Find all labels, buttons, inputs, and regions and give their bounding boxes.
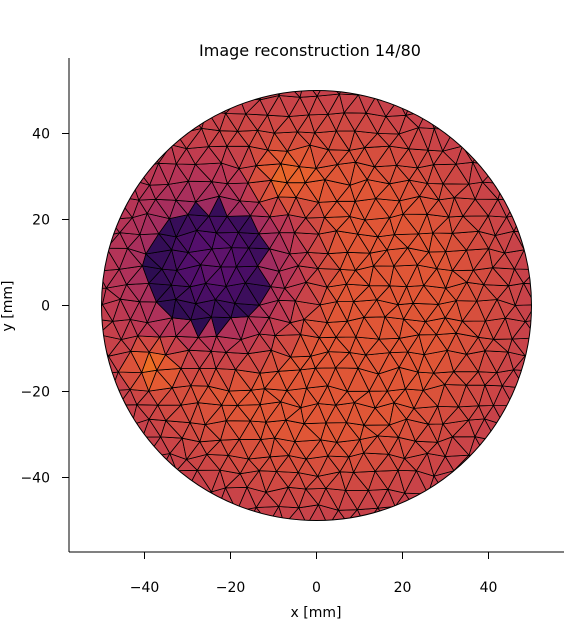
- mesh-triangle: [131, 146, 152, 169]
- mesh-triangle: [200, 97, 220, 112]
- mesh-triangle: [501, 181, 529, 201]
- mesh-triangle: [320, 526, 336, 542]
- mesh-triangle: [109, 179, 133, 198]
- mesh-triangle: [284, 525, 307, 543]
- mesh-triangle: [278, 90, 302, 98]
- mesh-triangle: [171, 111, 191, 136]
- mesh-triangle: [299, 90, 318, 98]
- mesh-triangle: [461, 133, 484, 149]
- mesh-triangle: [443, 113, 468, 130]
- mesh-triangle: [189, 96, 208, 116]
- mesh-triangle: [535, 305, 551, 319]
- mesh-triangle: [101, 373, 113, 392]
- x-tick-label: −40: [130, 580, 160, 596]
- x-tick-label: 40: [480, 580, 498, 596]
- mesh-triangle: [121, 436, 144, 458]
- y-tick-label: −40: [20, 471, 50, 487]
- mesh-triangle: [239, 90, 261, 101]
- mesh-triangle: [105, 423, 133, 440]
- mesh-triangle: [307, 525, 328, 540]
- mesh-triangle: [524, 352, 532, 373]
- mesh-triangle: [83, 270, 98, 289]
- mesh-triangle: [157, 470, 178, 493]
- mesh-triangle: [512, 387, 532, 407]
- mesh-triangle: [394, 506, 417, 521]
- mesh-triangle: [524, 303, 532, 323]
- y-tick-label: 20: [32, 213, 50, 229]
- mesh-triangle: [522, 282, 532, 306]
- mesh-triangle: [397, 90, 415, 101]
- chart-title: Image reconstruction 14/80: [199, 41, 421, 60]
- mesh-triangle: [229, 510, 250, 521]
- mesh-triangle: [405, 94, 428, 116]
- mesh-triangle: [484, 440, 507, 457]
- mesh-triangle: [283, 90, 306, 99]
- mesh-triangle: [145, 452, 171, 476]
- mesh-triangle: [296, 525, 320, 543]
- mesh-triangle: [516, 199, 532, 215]
- triangle-mesh: [83, 90, 556, 545]
- mesh-triangle: [101, 351, 110, 376]
- mesh-triangle: [154, 130, 178, 146]
- mesh-triangle: [328, 522, 347, 543]
- mesh-triangle: [83, 251, 98, 271]
- mesh-triangle: [316, 90, 341, 97]
- mesh-triangle: [513, 213, 532, 234]
- y-axis-ticks: −40 −20 0 20 40: [20, 127, 69, 487]
- mesh-triangle: [83, 319, 98, 335]
- mesh-triangle: [185, 490, 213, 505]
- y-tick-label: 0: [41, 299, 50, 315]
- mesh-triangle: [357, 90, 377, 98]
- mesh-triangle: [535, 285, 551, 305]
- y-tick-label: −20: [20, 385, 50, 401]
- mesh-triangle: [101, 215, 110, 238]
- mesh-triangle: [150, 130, 173, 148]
- mesh-triangle: [523, 370, 532, 389]
- mesh-triangle: [414, 493, 435, 510]
- mesh-triangle: [101, 301, 104, 320]
- x-tick-label: −20: [216, 580, 246, 596]
- mesh-triangle: [523, 232, 532, 251]
- mesh-triangle: [101, 235, 108, 252]
- x-tick-label: 0: [312, 580, 321, 596]
- mesh-triangle: [537, 267, 556, 284]
- mesh-triangle: [83, 334, 98, 352]
- x-tick-label: 20: [394, 580, 412, 596]
- mesh-triangle: [368, 90, 385, 98]
- mesh-triangle: [496, 165, 517, 185]
- y-axis-label: y [mm]: [0, 281, 16, 332]
- mesh-triangle: [347, 522, 365, 545]
- y-tick-label: 40: [32, 127, 50, 143]
- mesh-triangle: [101, 247, 108, 273]
- x-axis-ticks: −40 −20 0 20 40: [130, 552, 498, 596]
- mesh-triangle: [537, 319, 556, 338]
- mesh-triangle: [427, 490, 445, 510]
- mesh-triangle: [269, 524, 285, 543]
- mesh-triangle: [503, 404, 525, 426]
- mesh-triangle: [497, 182, 519, 201]
- mesh-triangle: [101, 196, 117, 221]
- mesh-triangle: [101, 389, 120, 406]
- x-axis-label: x [mm]: [291, 605, 342, 621]
- mesh-triangle: [101, 287, 104, 306]
- mesh-triangle: [426, 94, 445, 117]
- mesh-triangle: [347, 90, 370, 96]
- mesh-triangle: [115, 167, 137, 181]
- domain-boundary: [101, 90, 532, 521]
- mesh-triangle: [468, 454, 486, 477]
- mesh-triangle: [248, 523, 268, 543]
- mesh-triangle: [453, 470, 479, 493]
- mesh-triangle: [218, 504, 238, 521]
- mesh-triangle: [375, 90, 399, 101]
- mesh-triangle: [388, 505, 404, 521]
- mesh-triangle: [217, 90, 241, 101]
- mesh-triangle: [236, 506, 258, 521]
- mesh-triangle: [505, 199, 524, 218]
- mesh-triangle: [495, 423, 514, 443]
- mesh-triangle: [128, 436, 147, 459]
